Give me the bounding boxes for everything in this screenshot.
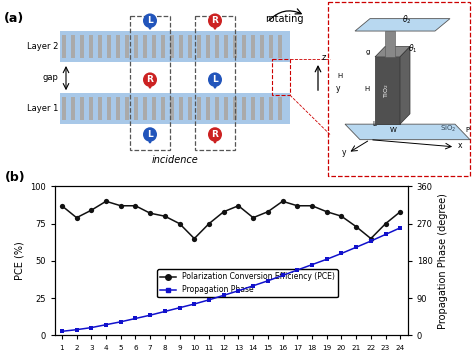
- Bar: [188, 35, 192, 58]
- Bar: [170, 97, 174, 120]
- Polygon shape: [345, 124, 470, 140]
- Bar: [130, 16, 170, 150]
- Bar: [107, 97, 111, 120]
- Text: L: L: [147, 130, 153, 139]
- Bar: [143, 35, 147, 58]
- Text: $\theta_2$: $\theta_2$: [402, 14, 411, 26]
- Bar: [116, 97, 120, 120]
- Text: g: g: [365, 49, 370, 55]
- Y-axis label: PCE (%): PCE (%): [14, 241, 24, 280]
- Text: SiO$_2$: SiO$_2$: [440, 124, 456, 135]
- Bar: [251, 35, 255, 58]
- Bar: [161, 97, 165, 120]
- Text: H: H: [365, 86, 370, 92]
- Bar: [197, 35, 201, 58]
- Bar: [224, 35, 228, 58]
- Bar: [242, 35, 246, 58]
- Bar: [152, 97, 156, 120]
- Bar: [134, 97, 138, 120]
- Bar: [60, 31, 290, 62]
- Bar: [98, 97, 102, 120]
- Bar: [71, 35, 75, 58]
- Bar: [242, 97, 246, 120]
- Bar: [71, 97, 75, 120]
- Text: W: W: [390, 127, 396, 133]
- Text: R: R: [211, 130, 219, 139]
- Bar: [233, 35, 237, 58]
- Polygon shape: [400, 47, 410, 124]
- Bar: [60, 93, 290, 124]
- Bar: [269, 97, 273, 120]
- Polygon shape: [385, 31, 395, 57]
- Circle shape: [143, 13, 157, 28]
- Circle shape: [208, 72, 222, 87]
- Bar: [116, 35, 120, 58]
- Circle shape: [143, 127, 157, 142]
- Bar: [89, 35, 93, 58]
- Text: TiO$_2$: TiO$_2$: [383, 84, 392, 98]
- Bar: [80, 35, 84, 58]
- Bar: [98, 35, 102, 58]
- Text: R: R: [146, 75, 154, 84]
- Bar: [195, 16, 235, 150]
- Bar: [224, 97, 228, 120]
- Bar: [179, 35, 183, 58]
- Bar: [206, 97, 210, 120]
- Bar: [260, 97, 264, 120]
- Text: z: z: [322, 53, 327, 62]
- Bar: [89, 97, 93, 120]
- Bar: [161, 35, 165, 58]
- Text: R: R: [211, 16, 219, 25]
- Text: y: y: [342, 148, 346, 157]
- Circle shape: [143, 72, 157, 87]
- Bar: [260, 35, 264, 58]
- Bar: [62, 35, 66, 58]
- Bar: [206, 35, 210, 58]
- Text: $\theta_1$: $\theta_1$: [408, 43, 418, 55]
- Bar: [233, 97, 237, 120]
- Bar: [197, 97, 201, 120]
- Bar: [278, 97, 282, 120]
- Bar: [215, 35, 219, 58]
- Polygon shape: [375, 57, 400, 124]
- Bar: [272, 59, 290, 95]
- Bar: [62, 97, 66, 120]
- Text: H: H: [337, 72, 342, 78]
- Text: L: L: [147, 16, 153, 25]
- Polygon shape: [375, 47, 410, 57]
- Text: Layer 1: Layer 1: [27, 104, 58, 113]
- Text: Layer 2: Layer 2: [27, 42, 58, 51]
- Text: incidence: incidence: [152, 155, 199, 165]
- Bar: [278, 35, 282, 58]
- Bar: [80, 97, 84, 120]
- Bar: [125, 35, 129, 58]
- Text: gap: gap: [42, 73, 58, 82]
- Text: (b): (b): [5, 171, 26, 185]
- Text: P: P: [465, 127, 469, 133]
- Circle shape: [208, 13, 222, 28]
- Bar: [328, 2, 470, 176]
- Text: L: L: [212, 75, 218, 84]
- Bar: [215, 97, 219, 120]
- Text: L: L: [372, 121, 376, 127]
- Legend: Polarization Conversion Efficiency (PCE), Propagation Phase: Polarization Conversion Efficiency (PCE)…: [157, 269, 337, 297]
- Text: (a): (a): [4, 12, 24, 26]
- Bar: [170, 35, 174, 58]
- Polygon shape: [355, 18, 450, 31]
- Bar: [251, 97, 255, 120]
- Bar: [188, 97, 192, 120]
- Bar: [269, 35, 273, 58]
- Bar: [179, 97, 183, 120]
- Y-axis label: Propagation Phase (degree): Propagation Phase (degree): [438, 193, 448, 329]
- Bar: [152, 35, 156, 58]
- Text: x: x: [458, 141, 463, 150]
- Bar: [107, 35, 111, 58]
- Text: rotating: rotating: [265, 13, 303, 24]
- Text: y: y: [336, 84, 340, 93]
- Bar: [143, 97, 147, 120]
- Bar: [125, 97, 129, 120]
- Bar: [134, 35, 138, 58]
- Circle shape: [208, 127, 222, 142]
